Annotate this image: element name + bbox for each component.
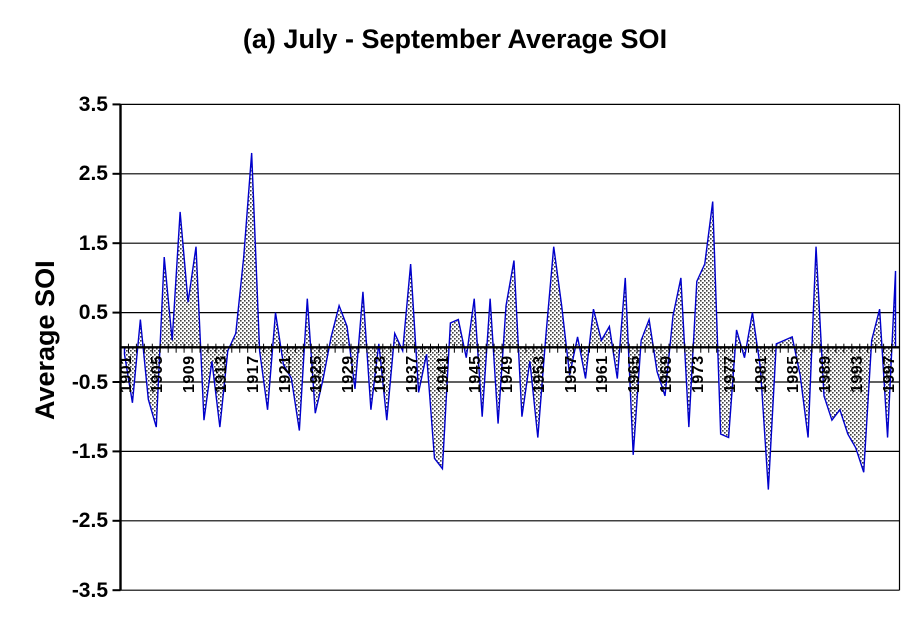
x-tick-label-1953: 1953 [530,355,548,393]
x-tick-label-1929: 1929 [340,355,357,393]
x-tick-label-1913: 1913 [212,355,230,393]
y-tick-label--0.5: -0.5 [71,370,108,394]
x-tick-label-1909: 1909 [181,355,199,393]
x-tick-label-1973: 1973 [689,355,707,393]
x-tick-label-1949: 1949 [499,355,516,393]
x-tick-label-1933: 1933 [371,355,389,393]
x-tick-label-1977: 1977 [721,355,739,393]
chart-title: (a) July - September Average SOI [242,24,668,54]
soi-area-series [123,152,897,490]
x-tick-label-1989: 1989 [817,355,834,393]
y-tick-label-3.5: 3.5 [78,92,108,116]
x-tick-label-1925: 1925 [308,355,326,393]
x-tick-label-1981: 1981 [753,355,771,393]
y-tick-label-2.5: 2.5 [78,162,108,186]
y-tick-label-0.5: 0.5 [78,301,108,325]
x-tick-label-1965: 1965 [626,355,644,393]
x-tick-label-1905: 1905 [149,355,167,393]
x-tick-label-1993: 1993 [848,355,866,393]
x-tick-label-1957: 1957 [562,355,580,393]
x-tick-label-1985: 1985 [785,355,803,393]
x-tick-label-1941: 1941 [435,355,453,393]
y-tick-label--2.5: -2.5 [71,509,108,533]
x-tick-label-1917: 1917 [244,355,262,393]
y-tick-label--3.5: -3.5 [71,578,108,602]
x-tick-label-1937: 1937 [403,355,421,393]
x-tick-label-1901: 1901 [117,355,135,393]
y-tick-label--1.5: -1.5 [71,439,108,463]
x-tick-label-1961: 1961 [594,355,612,393]
x-tick-label-1969: 1969 [658,355,675,393]
y-tick-label-1.5: 1.5 [78,231,108,255]
x-tick-label-1997: 1997 [880,355,898,393]
x-tick-label-1921: 1921 [276,355,294,393]
x-tick-label-1945: 1945 [467,355,485,393]
